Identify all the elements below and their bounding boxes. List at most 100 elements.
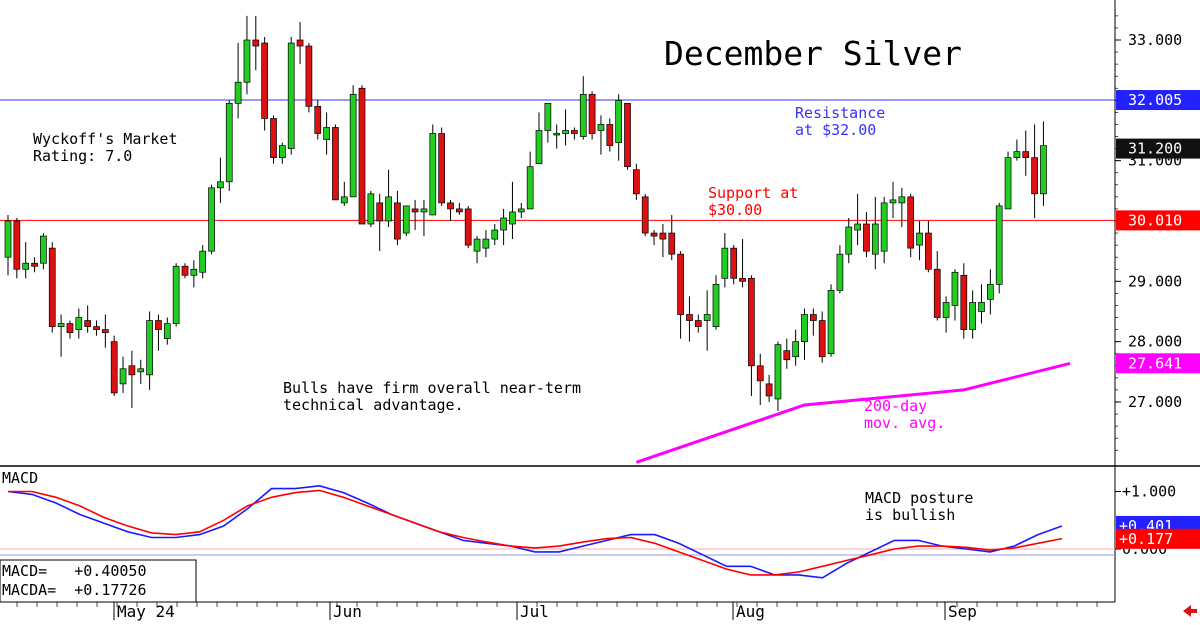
candle <box>385 169 392 228</box>
candle <box>916 220 923 261</box>
price-axis-ticks: 33.00032.00031.00030.00029.00028.00027.0… <box>1115 15 1182 451</box>
candle <box>579 76 587 140</box>
candle <box>261 36 268 131</box>
svg-text:+0.177: +0.177 <box>1119 530 1173 548</box>
candle <box>270 115 277 164</box>
candle <box>358 85 366 225</box>
candle <box>1040 121 1047 206</box>
macda-line <box>8 489 1063 576</box>
candle <box>128 350 136 409</box>
candle <box>978 284 985 324</box>
candle <box>163 317 171 345</box>
back-arrow-icon[interactable] <box>1183 605 1197 617</box>
candle <box>48 242 56 333</box>
reference-lines <box>0 99 1115 221</box>
candle <box>951 269 959 321</box>
candle <box>57 314 65 357</box>
candle <box>995 202 1003 294</box>
candle <box>686 296 693 342</box>
candle <box>500 208 507 246</box>
candle <box>597 115 605 155</box>
candle <box>960 263 968 339</box>
macd-annotation: MACD posture is bullish <box>865 489 973 524</box>
candle <box>942 296 950 333</box>
x-tick-label: Aug <box>736 602 765 621</box>
candle <box>783 338 791 369</box>
candle <box>632 163 640 200</box>
x-tick-label: Sep <box>948 602 977 621</box>
macda-readout-value: MACDA= +0.17726 <box>2 581 147 599</box>
time-axis-ticks: May 24 Jun Jul Aug Sep <box>16 602 1098 621</box>
candle <box>243 15 251 95</box>
candle <box>588 91 596 140</box>
candle <box>296 21 304 65</box>
candle <box>1004 151 1012 210</box>
candle <box>217 157 224 203</box>
candle <box>739 239 746 288</box>
candle <box>66 320 74 339</box>
candle <box>898 187 906 228</box>
candle <box>332 124 339 201</box>
candle <box>818 311 826 363</box>
resistance-label: Resistance at $32.00 <box>795 104 885 139</box>
candle <box>827 284 835 357</box>
candle <box>110 335 118 396</box>
candle <box>367 190 375 228</box>
candle <box>438 127 445 206</box>
candle <box>305 43 313 113</box>
candle <box>234 43 242 119</box>
support-label: Support at $30.00 <box>708 184 798 219</box>
candle <box>871 196 879 270</box>
candle <box>774 341 782 412</box>
candle <box>349 85 357 198</box>
candle <box>279 142 286 164</box>
candle <box>1022 130 1030 176</box>
candle <box>287 36 295 155</box>
candle <box>464 205 472 249</box>
candle <box>119 356 127 393</box>
moving-average-label: 200-day mov. avg. <box>864 397 945 432</box>
candle <box>880 196 888 264</box>
macd-value-tag: +0.177 <box>1116 528 1200 549</box>
y-tick-label: 29.000 <box>1128 272 1182 290</box>
candle <box>420 199 428 237</box>
candle <box>562 109 569 146</box>
candle <box>155 314 162 351</box>
candle <box>668 214 676 261</box>
candle <box>93 320 100 336</box>
candle <box>447 199 454 221</box>
candle <box>172 263 180 327</box>
candle <box>712 275 720 330</box>
candles <box>4 15 1047 412</box>
candle <box>836 245 844 294</box>
price-tag: 32.005 <box>1116 90 1200 111</box>
candle <box>323 112 330 155</box>
candle <box>411 199 419 231</box>
candle <box>181 263 189 279</box>
macd-readout-value: MACD= +0.40050 <box>2 562 147 580</box>
candle <box>721 233 729 288</box>
candle <box>40 233 47 270</box>
candle <box>624 102 631 170</box>
candle <box>208 184 215 255</box>
candle <box>75 308 83 339</box>
candle <box>1031 124 1038 218</box>
macd-readout-box <box>0 559 197 603</box>
candle <box>101 314 109 348</box>
x-tick-label: Jun <box>333 602 362 621</box>
y-tick-label: 33.000 <box>1128 31 1182 49</box>
candle <box>314 100 322 140</box>
svg-text:31.200: 31.200 <box>1128 140 1182 158</box>
candle <box>615 94 623 161</box>
candle <box>889 181 897 218</box>
candle <box>650 230 658 246</box>
candle <box>491 224 499 246</box>
candle <box>509 181 516 240</box>
candle <box>553 124 561 149</box>
candle <box>137 359 145 384</box>
candle <box>933 251 941 321</box>
rating-annotation: Wyckoff's Market Rating: 7.0 <box>33 130 178 165</box>
candle <box>925 220 932 273</box>
price-tag: 31.200 <box>1116 138 1200 159</box>
candle <box>677 251 684 339</box>
